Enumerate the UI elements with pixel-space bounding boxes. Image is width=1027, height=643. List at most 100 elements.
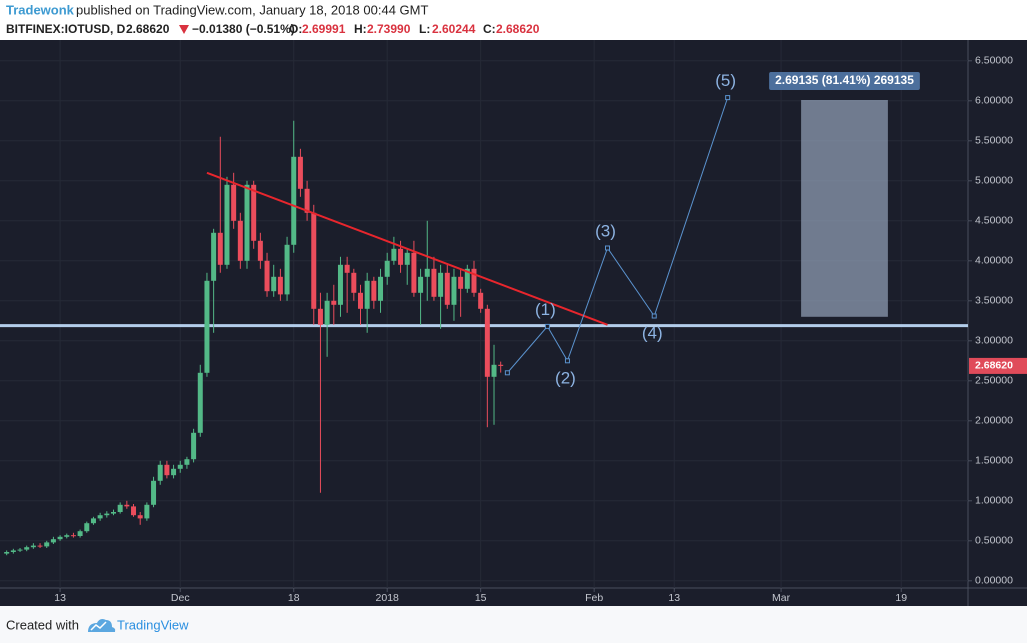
candle-body <box>157 464 163 481</box>
candle-body <box>451 276 457 305</box>
candle-body <box>344 264 350 273</box>
candle-body <box>24 547 30 550</box>
wave-point <box>564 358 570 364</box>
candle-body <box>471 268 477 293</box>
candle-body <box>137 515 143 519</box>
footer-bg <box>0 606 1027 643</box>
y-tick-label: 5.00000 <box>975 175 1013 187</box>
wave-label: (5) <box>715 71 736 90</box>
candle-body <box>384 260 390 277</box>
candle-body <box>164 464 170 476</box>
candle-body <box>351 272 357 293</box>
wave-point <box>605 245 611 251</box>
x-tick-label: Feb <box>585 592 603 604</box>
candle-body <box>464 268 470 289</box>
wave-label: (3) <box>595 221 616 240</box>
candle-body <box>331 300 337 305</box>
candle-body <box>70 535 76 537</box>
trendline <box>206 171 608 326</box>
candle-body <box>191 432 197 460</box>
x-tick-label: 13 <box>54 592 66 604</box>
candle-body <box>398 248 404 265</box>
x-tick-label: Dec <box>171 592 190 604</box>
candle-body <box>204 280 210 373</box>
header-bg <box>0 0 1027 40</box>
y-tick-label: 1.00000 <box>975 495 1013 507</box>
candle-body <box>211 232 217 281</box>
y-tick-label: 2.00000 <box>975 415 1013 427</box>
ohlc-value: 2.60244 <box>432 22 476 36</box>
ohlc-key: O: <box>289 22 302 36</box>
candle-body <box>117 504 123 512</box>
candle-body <box>478 292 484 309</box>
y-tick-label: 0.50000 <box>975 535 1013 547</box>
x-tick-label: 2018 <box>376 592 400 604</box>
candle-body <box>124 504 130 507</box>
candle-body <box>50 539 56 543</box>
wave-point <box>651 313 657 319</box>
candle-body <box>337 264 343 305</box>
candle-body <box>484 308 490 377</box>
x-tick-label: 18 <box>288 592 300 604</box>
x-tick-label: 13 <box>668 592 680 604</box>
author[interactable]: Tradewonk <box>6 2 75 17</box>
y-tick-label: 3.00000 <box>975 335 1013 347</box>
candle-body <box>184 459 190 465</box>
candle-body <box>498 364 504 366</box>
box-label-bg <box>769 72 920 90</box>
wave-path <box>506 97 729 374</box>
candle-body <box>431 268 437 297</box>
candle-body <box>458 276 464 289</box>
candle-body <box>378 276 384 301</box>
ohlc-value: 2.69991 <box>302 22 346 36</box>
candle-body <box>10 550 16 552</box>
target-box <box>801 100 888 317</box>
price: 2.68620 <box>126 22 170 36</box>
candle-body <box>284 244 290 295</box>
candle-body <box>144 504 150 519</box>
plot <box>0 40 968 588</box>
candle-body <box>264 260 270 292</box>
candle-body <box>197 372 203 433</box>
candle-body <box>311 212 317 309</box>
candle-body <box>418 276 424 293</box>
x-tick-label: 15 <box>475 592 487 604</box>
candle-body <box>371 280 377 301</box>
candle-body <box>57 536 63 540</box>
y-tick-label: 5.50000 <box>975 135 1013 147</box>
candle-body <box>97 515 103 519</box>
ohlc-key: C: <box>483 22 496 36</box>
candle-body <box>177 464 183 469</box>
candle-body <box>4 552 10 554</box>
change: −0.01380 (−0.51%) <box>192 22 295 36</box>
wave-point <box>544 323 550 329</box>
wave-point <box>504 370 510 376</box>
ohlc-value: 2.73990 <box>367 22 411 36</box>
brand[interactable]: TradingView <box>117 617 189 632</box>
price-badge <box>969 357 1027 374</box>
y-tick-label: 3.50000 <box>975 295 1013 307</box>
candle-body <box>364 280 370 309</box>
wave-label: (2) <box>555 368 576 387</box>
candle-body <box>110 512 116 514</box>
y-tick-label: 4.00000 <box>975 255 1013 267</box>
published: published on TradingView.com, January 18… <box>76 2 428 17</box>
y-tick-label: 0.00000 <box>975 575 1013 587</box>
candle-body <box>84 523 90 532</box>
candle-body <box>357 292 363 309</box>
candle-body <box>231 184 237 221</box>
price-badge-label: 2.68620 <box>975 360 1013 372</box>
y-tick-label: 6.50000 <box>975 55 1013 67</box>
y-tick-label: 1.50000 <box>975 455 1013 467</box>
candle-body <box>411 252 417 293</box>
candle-body <box>44 542 50 547</box>
candle-body <box>271 276 277 292</box>
logo <box>88 619 116 632</box>
wave-point <box>725 95 731 101</box>
y-tick-label: 4.50000 <box>975 215 1013 227</box>
y-tick-label: 2.50000 <box>975 375 1013 387</box>
created-with: Created with <box>6 617 79 632</box>
down-arrow <box>179 25 189 34</box>
